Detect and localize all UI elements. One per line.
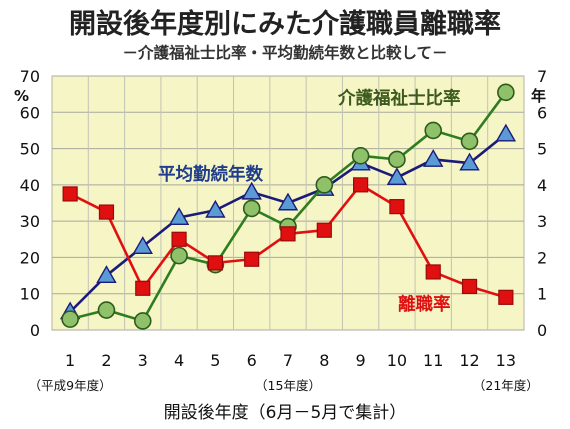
- point-circle: [133, 312, 152, 330]
- point-triangle: [277, 192, 299, 211]
- x-tick-label: 7: [283, 351, 293, 370]
- point-square: [62, 186, 78, 202]
- x-tick-label: 10: [387, 351, 407, 370]
- x-tick-label: 3: [138, 351, 148, 370]
- y-axis-left: 0 10 20 30 40 50 60 70: [20, 67, 40, 340]
- point-triangle: [205, 199, 226, 218]
- x-note-label: （15年度）: [255, 378, 321, 393]
- point-circle: [351, 147, 370, 165]
- chart-title: 開設後年度別にみた介護職員離職率: [69, 8, 501, 40]
- series-label-caregiver-ratio: 介護福祉士比率: [337, 88, 461, 109]
- point-square: [461, 278, 478, 295]
- y-right-tick-label: 3: [537, 212, 547, 231]
- chart-subtitle: －介護福祉士比率・平均勤続年数と比較して－: [122, 43, 447, 62]
- y-left-tick-label: 30: [20, 212, 40, 231]
- point-circle: [315, 176, 334, 194]
- x-tick-label: 8: [319, 351, 329, 370]
- y-right-tick-label: 5: [537, 140, 547, 159]
- y-right-tick-label: 1: [537, 285, 547, 304]
- y-left-tick-label: 60: [20, 103, 40, 122]
- point-circle: [61, 310, 79, 328]
- point-triangle: [96, 265, 117, 284]
- x-tick-label: 2: [101, 351, 111, 370]
- y-left-tick-label: 40: [20, 176, 40, 195]
- y-left-tick-label: 20: [20, 248, 40, 267]
- point-square: [280, 226, 296, 242]
- point-square: [425, 264, 441, 280]
- x-note-label: （平成9年度）: [29, 378, 112, 393]
- point-circle: [388, 150, 406, 169]
- x-tick-label: 6: [247, 351, 257, 370]
- x-tick-label: 9: [356, 351, 366, 370]
- point-square: [171, 231, 187, 247]
- point-circle: [460, 132, 479, 151]
- series-layer: [59, 83, 517, 330]
- point-circle: [170, 246, 188, 265]
- y-left-tick-label: 50: [20, 140, 40, 159]
- point-triangle: [241, 181, 262, 200]
- point-square: [244, 251, 260, 267]
- point-square: [389, 199, 405, 215]
- y-right-unit: 年: [531, 87, 546, 105]
- point-square: [135, 280, 151, 296]
- point-square: [207, 255, 223, 271]
- series-label-turnover: 離職率: [398, 294, 451, 315]
- point-square: [98, 204, 115, 220]
- point-triangle: [459, 152, 480, 171]
- point-square: [316, 222, 332, 238]
- y-left-tick-label: 10: [20, 285, 40, 304]
- x-axis: 1 2 3 4 5 6 7 8 9 10 11 12 13（平成9年度） （15年度） （21年度）: [29, 351, 539, 393]
- y-left-tick-label: 70: [20, 67, 40, 86]
- point-triangle: [168, 207, 190, 225]
- y-axis-right: 0 1 2 3 4 5 6 7: [537, 67, 547, 340]
- x-tick-label: 4: [174, 351, 184, 370]
- x-tick-label: 11: [423, 351, 443, 370]
- y-right-tick-label: 4: [537, 176, 547, 195]
- point-circle: [242, 199, 261, 218]
- x-tick-label: 5: [210, 351, 220, 370]
- x-tick-label: 13: [496, 351, 516, 370]
- point-triangle: [386, 167, 408, 186]
- gridlines: [52, 75, 524, 331]
- x-tick-label: 12: [459, 351, 479, 370]
- point-circle: [497, 83, 515, 102]
- y-right-tick-label: 6: [537, 103, 547, 122]
- point-square: [353, 177, 369, 193]
- y-left-tick-label: 0: [30, 321, 40, 340]
- y-right-tick-label: 7: [537, 67, 547, 86]
- point-circle: [97, 301, 116, 319]
- y-right-tick-label: 2: [537, 248, 547, 267]
- y-left-unit: %: [14, 87, 29, 105]
- series-label-tenure: 平均勤続年数: [158, 164, 263, 185]
- x-note-label: （21年度）: [473, 378, 539, 393]
- point-square: [498, 289, 514, 305]
- x-axis-label: 開設後年度（6月－5月で集計）: [164, 403, 407, 423]
- point-triangle: [495, 123, 517, 142]
- point-triangle: [132, 236, 153, 254]
- y-right-tick-label: 0: [537, 321, 547, 340]
- x-tick-label: 1: [65, 351, 75, 370]
- point-triangle: [423, 149, 444, 167]
- point-circle: [424, 121, 443, 140]
